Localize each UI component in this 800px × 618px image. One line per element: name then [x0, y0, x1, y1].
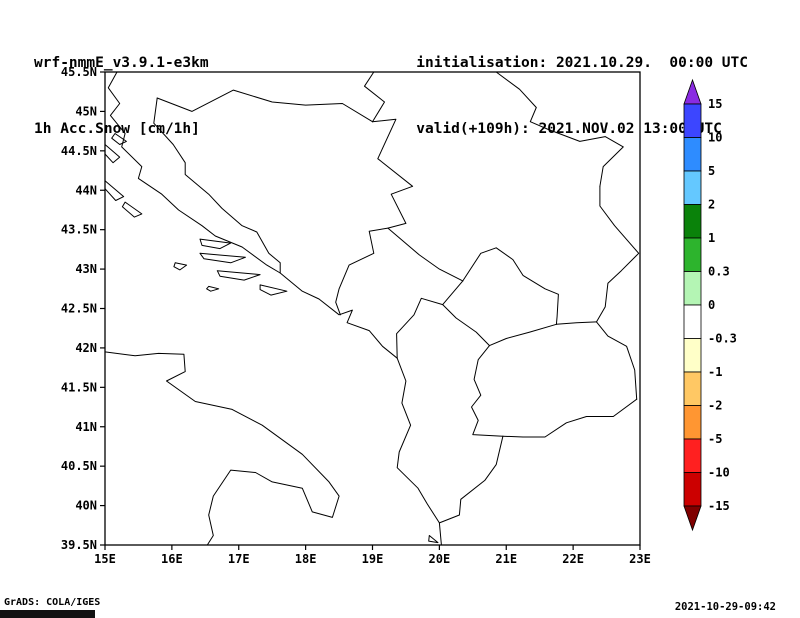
colorbar-level-label: -0.3	[708, 332, 737, 346]
y-tick-label: 42N	[75, 341, 97, 355]
outline-border-serbia-bulgaria	[596, 185, 640, 323]
title-block-right: initialisation: 2021.10.29. 00:00 UTC va…	[416, 8, 748, 162]
colorbar-level-label: 1	[708, 231, 715, 245]
colorbar-box	[683, 438, 702, 473]
outline-island-vis	[173, 262, 188, 271]
outline-island-pag	[104, 144, 121, 164]
outline-island-lastovo	[206, 285, 220, 292]
colorbar-level-label: -1	[708, 365, 722, 379]
outline-island-corfu	[428, 535, 439, 544]
colorbar-arrow-bottom	[683, 505, 702, 532]
colorbar-level-label: -15	[708, 499, 730, 513]
y-tick-label: 41N	[75, 420, 97, 434]
colorbar-level-label: -10	[708, 466, 730, 480]
colorbar-box	[683, 338, 702, 373]
y-tick-label: 44N	[75, 183, 97, 197]
outline-island-kornati	[121, 201, 143, 218]
bottom-black-bar	[0, 610, 95, 618]
y-tick-label: 45.5N	[61, 65, 97, 79]
x-tick-label: 16E	[161, 552, 183, 566]
colorbar-level-label: 10	[708, 131, 722, 145]
outline-border-croatia-bih-north	[156, 89, 373, 123]
outline-border-montenegro-albania-kosovo	[396, 280, 464, 359]
outline-border-serbia-macedonia	[555, 321, 597, 325]
colorbar-box	[683, 237, 702, 272]
y-tick-label: 43.5N	[61, 223, 97, 237]
outline-island-hvar	[199, 252, 246, 264]
outline-island-dugi-otok	[104, 180, 125, 201]
model-name: wrf-nmmE_v3.9.1-e3km	[34, 55, 209, 71]
grads-credit: GrADS: COLA/IGES	[4, 597, 101, 608]
y-tick-label: 43N	[75, 262, 97, 276]
colorbar-box	[683, 472, 702, 507]
colorbar-box	[683, 137, 702, 172]
outline-island-rab	[111, 133, 127, 145]
y-tick-label: 39.5N	[61, 538, 97, 552]
outline-island-mljet	[259, 284, 288, 296]
outline-border-albania-greece	[438, 435, 504, 524]
outline-border-bih-serbia-montenegro	[335, 118, 414, 316]
outline-border-montenegro-serbia	[387, 227, 464, 282]
title-block-left: wrf-nmmE_v3.9.1-e3km 1h Acc.Snow [cm/1h]	[34, 8, 209, 162]
x-tick-label: 22E	[562, 552, 584, 566]
outline-island-korcula	[216, 270, 261, 281]
valid-time: valid(+109h): 2021.NOV.02 13:00 UTC	[416, 121, 722, 137]
colorbar-level-label: 0.3	[708, 265, 730, 279]
outline-border-croatia-bih-west	[153, 97, 281, 274]
y-tick-label: 42.5N	[61, 302, 97, 316]
outline-border-kosovo-serbia	[462, 247, 559, 325]
outline-border-croatia-serbia-danube	[364, 71, 385, 123]
x-tick-label: 23E	[629, 552, 651, 566]
x-tick-label: 15E	[94, 552, 116, 566]
initialisation-time: initialisation: 2021.10.29. 00:00 UTC	[416, 55, 748, 71]
y-tick-label: 44.5N	[61, 144, 97, 158]
colorbar-box	[683, 204, 702, 239]
outline-border-kosovo-albania	[442, 304, 490, 347]
outline-coast-dalmatia-albania	[107, 71, 442, 546]
colorbar-level-label: 5	[708, 164, 715, 178]
colorbar-box	[683, 304, 702, 339]
y-tick-label: 40.5N	[61, 459, 97, 473]
colorbar-level-label: -2	[708, 399, 722, 413]
outline-border-kosovo-macedonia	[489, 323, 557, 347]
creation-timestamp: 2021-10-29-09:42	[674, 601, 776, 613]
colorbar-level-label: 15	[708, 97, 722, 111]
field-name: 1h Acc.Snow [cm/1h]	[34, 121, 200, 137]
y-tick-label: 45N	[75, 104, 97, 118]
x-tick-label: 18E	[295, 552, 317, 566]
colorbar-level-label: -5	[708, 432, 722, 446]
colorbar-box	[683, 405, 702, 440]
outline-island-brac	[199, 238, 232, 250]
y-tick-label: 40N	[75, 499, 97, 513]
y-tick-label: 41.5N	[61, 380, 97, 394]
outline-border-macedonia-albania	[471, 345, 504, 437]
colorbar-arrow-top	[683, 78, 702, 105]
outline-border-serbia-romania	[495, 71, 624, 187]
colorbar-box	[683, 371, 702, 406]
x-tick-label: 20E	[429, 552, 451, 566]
colorbar-box	[683, 103, 702, 138]
x-tick-label: 21E	[495, 552, 517, 566]
x-tick-label: 17E	[228, 552, 250, 566]
map-frame	[104, 71, 641, 546]
colorbar-level-label: 2	[708, 198, 715, 212]
colorbar-level-label: 0	[708, 298, 715, 312]
outline-coast-italy	[104, 351, 340, 546]
x-tick-label: 19E	[362, 552, 384, 566]
colorbar-box	[683, 271, 702, 306]
outline-border-macedonia-greece	[502, 398, 638, 438]
outline-border-macedonia-bulgaria	[596, 321, 638, 400]
colorbar-box	[683, 170, 702, 205]
